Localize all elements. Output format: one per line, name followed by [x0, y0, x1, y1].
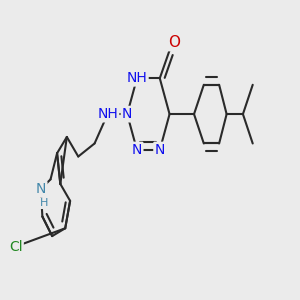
Text: NH: NH	[127, 71, 147, 85]
Text: N: N	[122, 107, 132, 121]
Text: H: H	[40, 199, 48, 208]
Text: NH: NH	[97, 107, 118, 121]
Text: Cl: Cl	[9, 239, 22, 254]
Text: O: O	[169, 35, 181, 50]
Text: N: N	[36, 182, 46, 196]
Text: N: N	[154, 143, 165, 157]
Text: N: N	[36, 182, 46, 196]
Text: N: N	[132, 143, 142, 157]
